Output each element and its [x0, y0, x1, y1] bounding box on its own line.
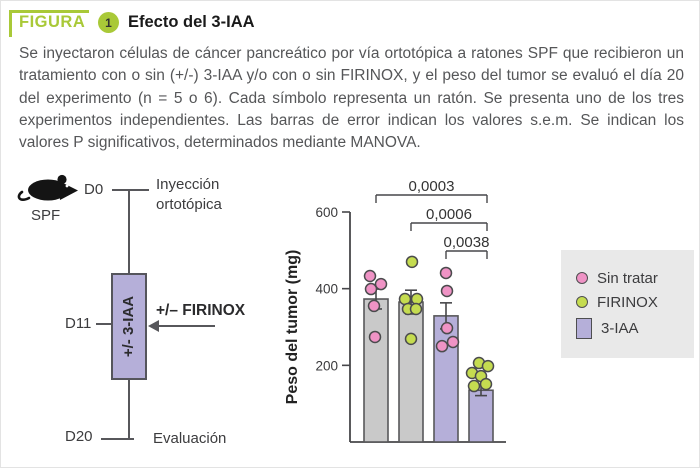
- legend-item-3iaa: 3-IAA: [576, 318, 694, 339]
- y-axis-title: Peso del tumor (mg): [284, 250, 301, 405]
- treatment-box-label: +/- 3-IAA: [121, 296, 138, 357]
- data-point: [407, 256, 418, 267]
- 3iaa-bar-icon: [576, 318, 592, 339]
- figure-label: FIGURA: [19, 13, 85, 32]
- legend-label: 3-IAA: [601, 320, 639, 337]
- data-point: [369, 300, 380, 311]
- chart-legend: Sin tratar FIRINOX 3-IAA: [561, 250, 694, 358]
- bar-2: [399, 302, 423, 442]
- legend-label: FIRINOX: [597, 294, 658, 311]
- timeline-day0: D0: [84, 181, 103, 198]
- data-point: [483, 361, 494, 372]
- figure-description: Se inyectaron células de cáncer pancreát…: [19, 43, 684, 155]
- bar-1: [364, 299, 388, 442]
- y-tick-label: 600: [315, 205, 338, 220]
- data-point: [411, 303, 422, 314]
- p-value-label: 0,0006: [426, 206, 472, 223]
- data-point: [441, 267, 452, 278]
- data-point: [442, 285, 453, 296]
- firinox-arrowhead-icon: [148, 320, 159, 332]
- timeline-tick-d11: [96, 323, 111, 325]
- figure-panel: FIGURA 1 Efecto del 3-IAA Se inyectaron …: [0, 0, 700, 468]
- mouse-spf-label: SPF: [31, 207, 60, 224]
- y-tick-label: 200: [315, 358, 338, 373]
- y-tick-label: 400: [315, 282, 338, 297]
- sin-tratar-dot-icon: [576, 272, 588, 284]
- timeline-day20-label: Evaluación: [153, 430, 226, 447]
- timeline-day0-label: Inyección ortotópica: [156, 175, 248, 214]
- figure-title: Efecto del 3-IAA: [128, 13, 255, 32]
- timeline-tick-d20: [101, 438, 134, 440]
- p-value-label: 0,0038: [444, 234, 490, 251]
- bar-4: [469, 390, 493, 442]
- data-point: [442, 323, 453, 334]
- data-point: [406, 333, 417, 344]
- firinox-dot-icon: [576, 296, 588, 308]
- data-point: [376, 279, 387, 290]
- legend-item-firinox: FIRINOX: [576, 294, 694, 311]
- timeline-day20: D20: [65, 428, 93, 445]
- p-value-label: 0,0003: [409, 178, 455, 195]
- firinox-label: +/– FIRINOX: [156, 302, 245, 320]
- mouse-icon: [15, 171, 81, 209]
- firinox-arrow-line: [153, 325, 215, 327]
- timeline-tick-d0: [112, 189, 149, 191]
- bar-3: [434, 316, 458, 442]
- legend-label: Sin tratar: [597, 270, 658, 287]
- data-point: [366, 284, 377, 295]
- tumor-weight-bar-chart: 200 400 600 Peso del tumor (mg) 0,0003 0,0006…: [281, 173, 521, 468]
- data-point: [365, 271, 376, 282]
- corner-accent-line: [9, 10, 12, 37]
- timeline-day11: D11: [65, 315, 91, 332]
- timeline-vertical-line: [128, 380, 130, 439]
- data-point: [469, 381, 480, 392]
- legend-item-sin-tratar: Sin tratar: [576, 270, 694, 287]
- data-point: [370, 331, 381, 342]
- figure-number-badge: 1: [98, 12, 119, 33]
- data-point: [481, 379, 492, 390]
- timeline-vertical-line: [128, 190, 130, 273]
- data-point: [448, 336, 459, 347]
- data-point: [437, 341, 448, 352]
- treatment-box-3iaa: +/- 3-IAA: [111, 273, 147, 380]
